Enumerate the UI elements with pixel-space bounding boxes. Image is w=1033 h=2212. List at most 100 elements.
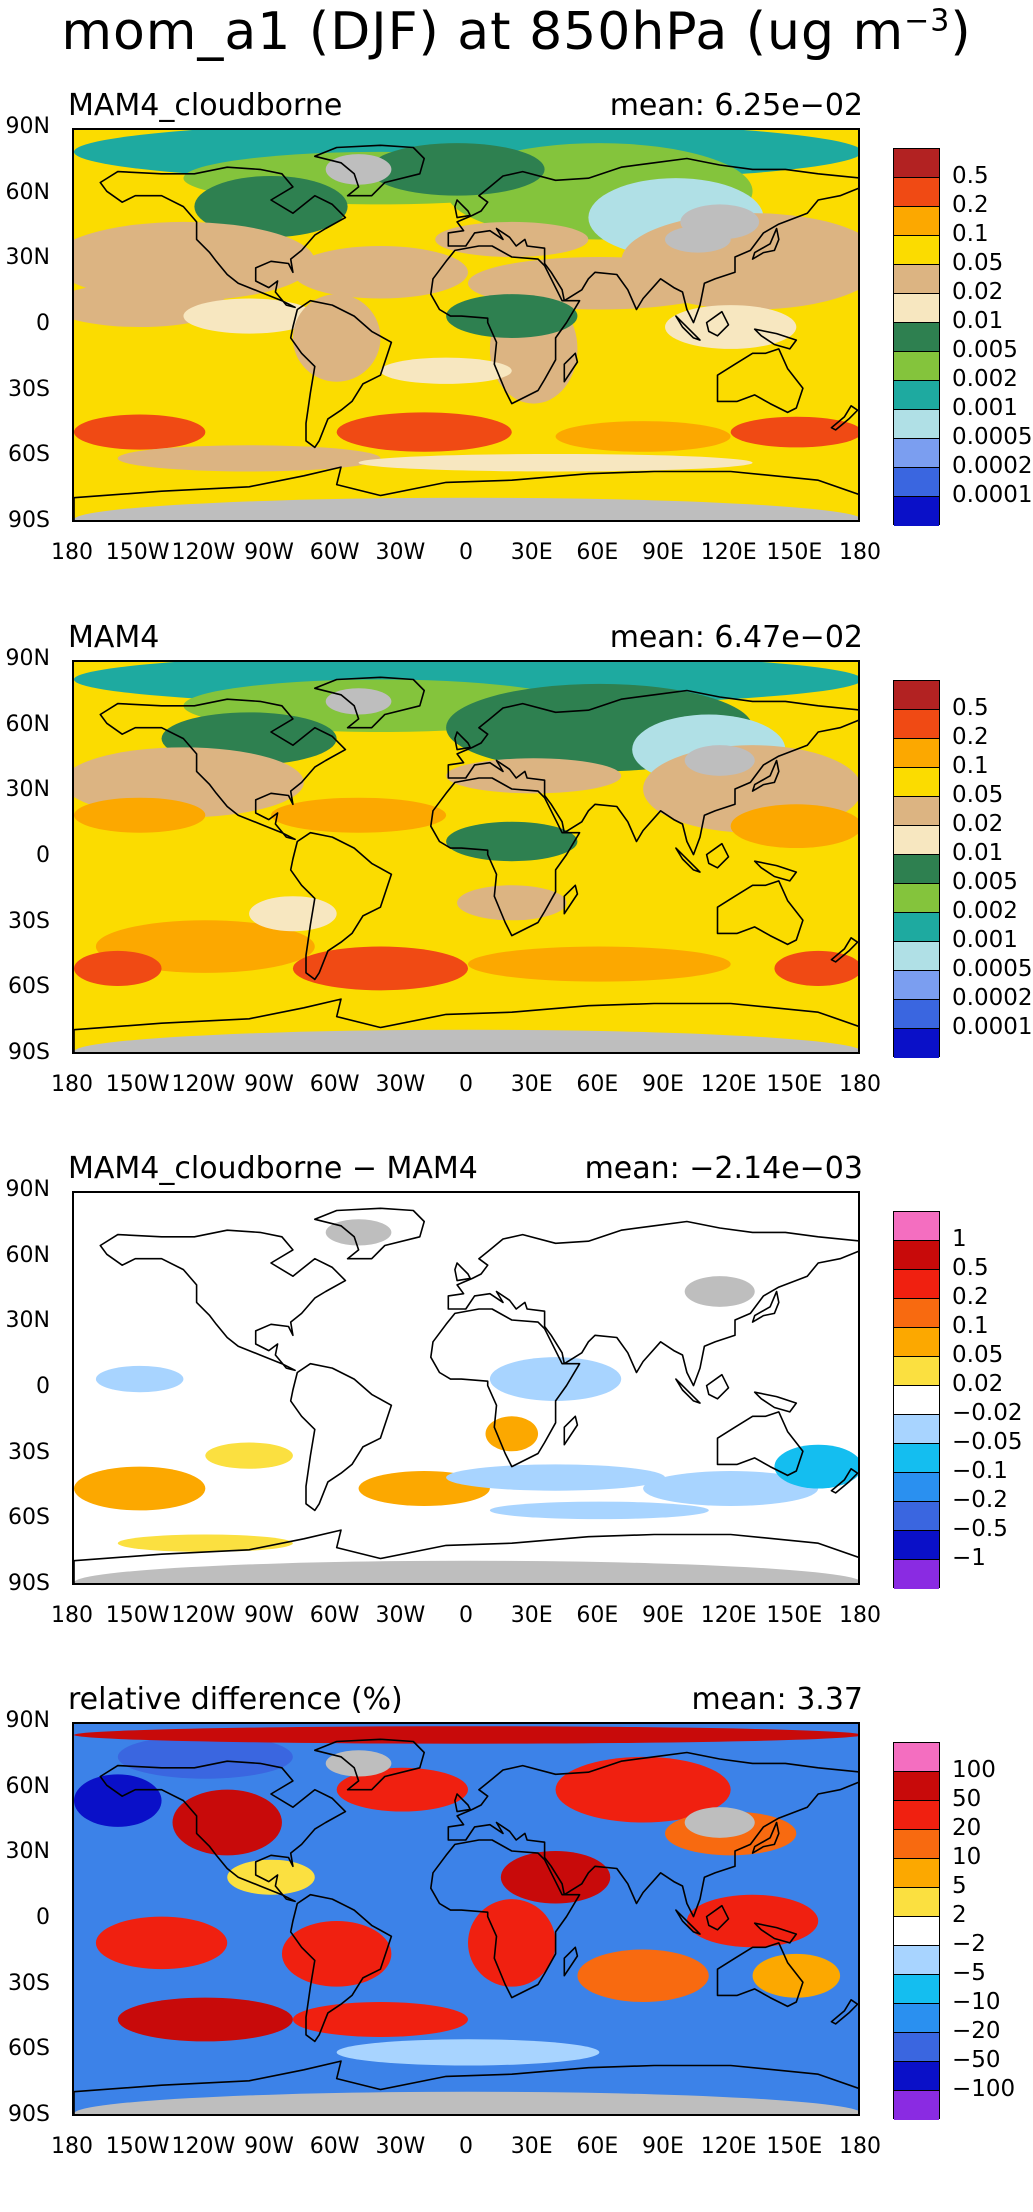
- coastline-australia: [716, 1411, 804, 1477]
- colorbar-swatch: [894, 352, 939, 381]
- colorbar-level-label: 50: [952, 1786, 982, 1812]
- lat-tick-label: 30S: [8, 1970, 50, 1996]
- map-plot: [72, 128, 860, 522]
- contour-region: [172, 1789, 282, 1856]
- colorbar-level-label: −0.05: [952, 1429, 1023, 1455]
- colorbar-swatch: [894, 1830, 939, 1859]
- colorbar-swatch: [894, 178, 939, 207]
- lon-tick-label: 120E: [700, 540, 757, 565]
- coastline-namerica: [99, 166, 347, 309]
- lat-tick-label: 30N: [5, 777, 50, 803]
- contour-region: [205, 1442, 293, 1469]
- coastline-newzealand: [830, 936, 858, 963]
- colorbar-swatch: [894, 1270, 939, 1299]
- panel-label: MAM4: [68, 620, 160, 655]
- coastline-japan: [751, 759, 780, 792]
- missing-data-region: [74, 2091, 858, 2114]
- lat-tick-label: 90N: [5, 114, 50, 139]
- panel-mean: mean: 6.25e−02: [609, 88, 863, 123]
- coastline-madagascar: [563, 352, 579, 383]
- colorbar-swatch: [894, 1560, 939, 1589]
- contour-region: [446, 821, 578, 862]
- lon-tick-label: 60E: [576, 2134, 619, 2159]
- colorbar-swatch: [894, 1415, 939, 1444]
- colorbar-swatch: [894, 1029, 939, 1058]
- colorbar-swatch: [894, 768, 939, 797]
- lat-tick-label: 90N: [5, 1177, 50, 1202]
- colorbar-level-label: 0.0005: [952, 956, 1033, 982]
- coastline-antarctica: [74, 1529, 858, 1583]
- colorbar-level-label: 0.0002: [952, 453, 1033, 479]
- lon-tick-label: 90W: [244, 1603, 294, 1628]
- map-panel-4: relative difference (%) mean: 3.37 90N 60N 3…: [0, 1682, 1033, 2212]
- colorbar-swatch: [894, 2091, 939, 2120]
- coastline-eurasia: [447, 689, 858, 856]
- colorbar-swatch: [894, 855, 939, 884]
- lon-tick-label: 30E: [510, 1072, 553, 1097]
- lon-tick-label: 30W: [375, 540, 426, 565]
- colorbar-swatch: [894, 681, 939, 710]
- contour-region: [292, 294, 381, 382]
- colorbar-level-label: 0.001: [952, 927, 1018, 953]
- colorbar-swatch: [894, 826, 939, 855]
- contour-region: [117, 1534, 293, 1552]
- coastline-eurasia: [447, 157, 858, 324]
- contour-region: [489, 1501, 709, 1520]
- coastline-samerica: [289, 1362, 393, 1512]
- missing-data-region: [684, 1276, 755, 1307]
- contour-region: [730, 804, 858, 849]
- lat-tick-label: 90S: [8, 1040, 50, 1065]
- contour-region: [752, 1953, 841, 1998]
- coastline-borneo: [705, 1373, 730, 1400]
- lon-tick-label: 150E: [766, 2134, 823, 2159]
- colorbar-level-label: 0.05: [952, 782, 1004, 808]
- colorbar-swatch: [894, 1888, 939, 1917]
- coastline-antarctica: [74, 998, 858, 1052]
- lon-tick-label: 60E: [576, 1603, 619, 1628]
- colorbar-swatch: [894, 1502, 939, 1531]
- colorbar-swatch: [894, 2004, 939, 2033]
- colorbar-level-label: −0.1: [952, 1458, 1008, 1484]
- lon-tick-label: 120E: [700, 1603, 757, 1628]
- colorbar-level-label: 0.2: [952, 1284, 989, 1310]
- lon-tick-label: 30W: [375, 1072, 426, 1097]
- map-plot: [72, 1191, 860, 1585]
- contour-region: [95, 1916, 228, 1970]
- colorbar: [893, 1211, 940, 1589]
- lat-tick-label: 90N: [5, 1708, 50, 1733]
- colorbar-level-label: −0.02: [952, 1400, 1023, 1426]
- contour-region: [446, 294, 578, 338]
- contour-region: [249, 896, 337, 932]
- lon-tick-label: 90E: [642, 2134, 684, 2159]
- contour-region: [665, 305, 797, 349]
- lon-tick-label: 0: [459, 1603, 473, 1628]
- lat-tick-label: 90N: [5, 646, 50, 671]
- lat-tick-label: 30S: [8, 1439, 50, 1465]
- missing-data-region: [325, 1750, 392, 1777]
- colorbar-level-label: 0.1: [952, 1313, 989, 1339]
- colorbar-level-label: 0.005: [952, 337, 1018, 363]
- lat-tick-label: 0: [36, 1374, 50, 1399]
- colorbar-swatch: [894, 468, 939, 497]
- lat-tick-label: 0: [36, 1905, 50, 1930]
- contour-region: [183, 298, 315, 334]
- colorbar-swatch: [894, 1975, 939, 2004]
- coastline-japan: [751, 227, 780, 260]
- colorbar-level-label: 2: [952, 1902, 967, 1928]
- lon-tick-label: 60W: [309, 1072, 360, 1097]
- contour-region: [457, 885, 567, 921]
- missing-data-region: [665, 226, 731, 253]
- coastline-uk: [454, 1793, 472, 1813]
- lon-tick-label: 90E: [642, 1072, 684, 1097]
- colorbar-swatch: [894, 1473, 939, 1502]
- coastline-madagascar: [563, 1946, 579, 1977]
- panel-mean: mean: 3.37: [691, 1682, 863, 1717]
- lon-tick-label: 60W: [309, 1603, 360, 1628]
- colorbar-swatch: [894, 381, 939, 410]
- lat-tick-label: 60S: [8, 1505, 50, 1531]
- lon-tick-label: 120W: [171, 2134, 236, 2159]
- colorbar-level-label: 0.1: [952, 221, 989, 247]
- lon-tick-label: 180: [839, 1603, 881, 1628]
- figure-title-exponent: −3: [904, 3, 951, 39]
- map-plot: [72, 660, 860, 1054]
